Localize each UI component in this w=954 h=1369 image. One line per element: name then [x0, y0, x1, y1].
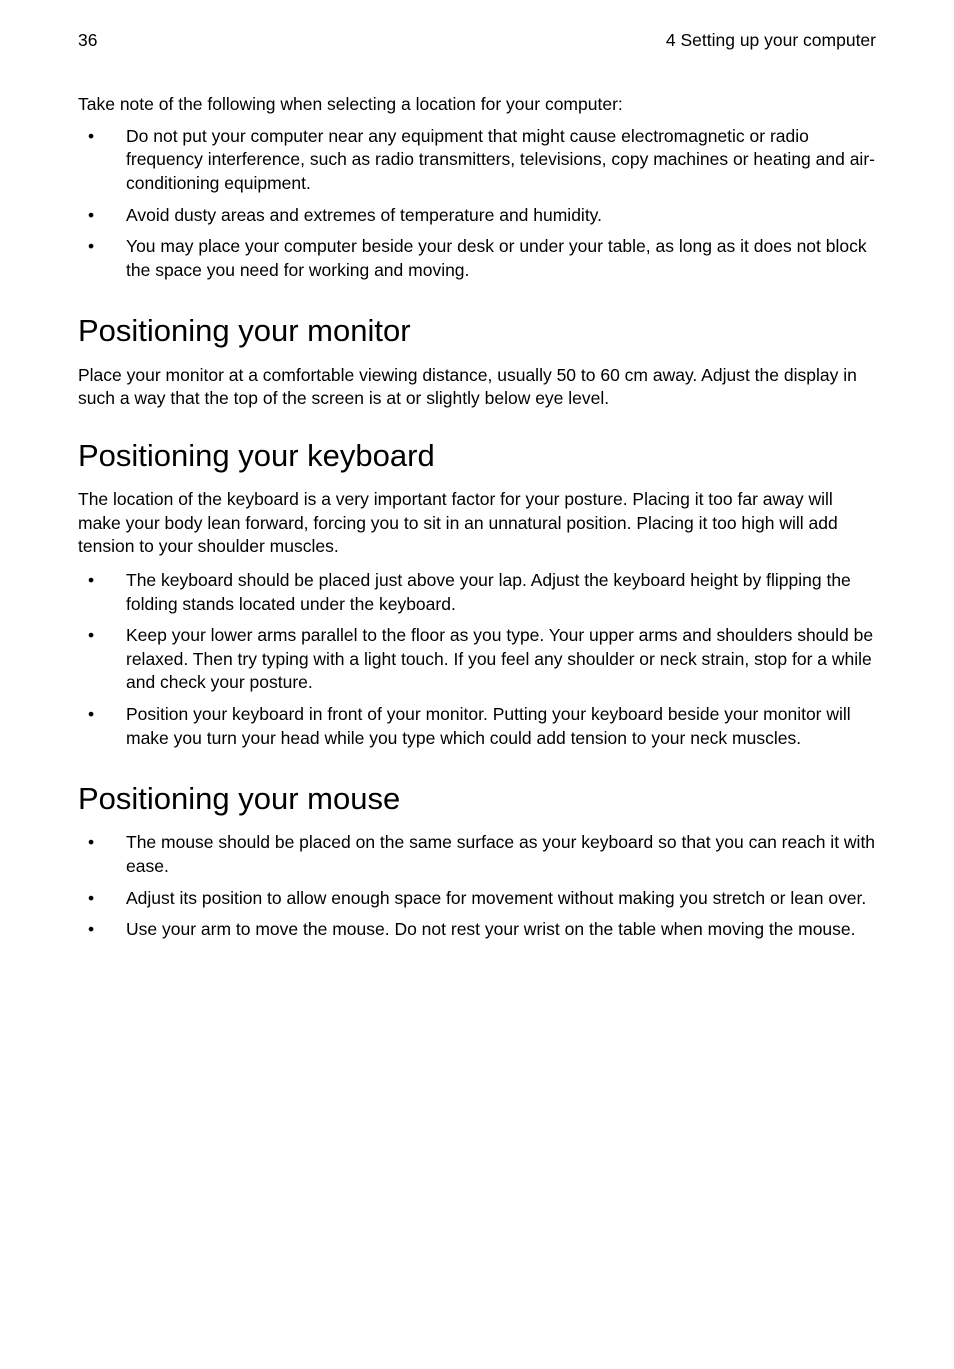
page-header: 36 4 Setting up your computer	[78, 30, 876, 51]
section-paragraph: The location of the keyboard is a very i…	[78, 488, 876, 559]
section-keyboard: Positioning your keyboard The location o…	[78, 437, 876, 750]
section-heading: Positioning your keyboard	[78, 437, 876, 474]
list-item: Position your keyboard in front of your …	[78, 703, 876, 750]
section-mouse: Positioning your mouse The mouse should …	[78, 780, 876, 942]
section-bullet-list: The keyboard should be placed just above…	[78, 569, 876, 750]
list-item: Use your arm to move the mouse. Do not r…	[78, 918, 876, 942]
section-heading: Positioning your mouse	[78, 780, 876, 817]
list-item: You may place your computer beside your …	[78, 235, 876, 282]
intro-bullet-list: Do not put your computer near any equipm…	[78, 125, 876, 283]
page-container: 36 4 Setting up your computer Take note …	[0, 0, 954, 942]
page-number: 36	[78, 30, 97, 51]
chapter-title: 4 Setting up your computer	[666, 30, 876, 51]
section-heading: Positioning your monitor	[78, 312, 876, 349]
list-item: The mouse should be placed on the same s…	[78, 831, 876, 878]
list-item: Keep your lower arms parallel to the flo…	[78, 624, 876, 695]
section-paragraph: Place your monitor at a comfortable view…	[78, 364, 876, 411]
intro-paragraph: Take note of the following when selectin…	[78, 93, 876, 117]
list-item: The keyboard should be placed just above…	[78, 569, 876, 616]
section-bullet-list: The mouse should be placed on the same s…	[78, 831, 876, 942]
list-item: Do not put your computer near any equipm…	[78, 125, 876, 196]
list-item: Avoid dusty areas and extremes of temper…	[78, 204, 876, 228]
list-item: Adjust its position to allow enough spac…	[78, 887, 876, 911]
section-monitor: Positioning your monitor Place your moni…	[78, 312, 876, 410]
